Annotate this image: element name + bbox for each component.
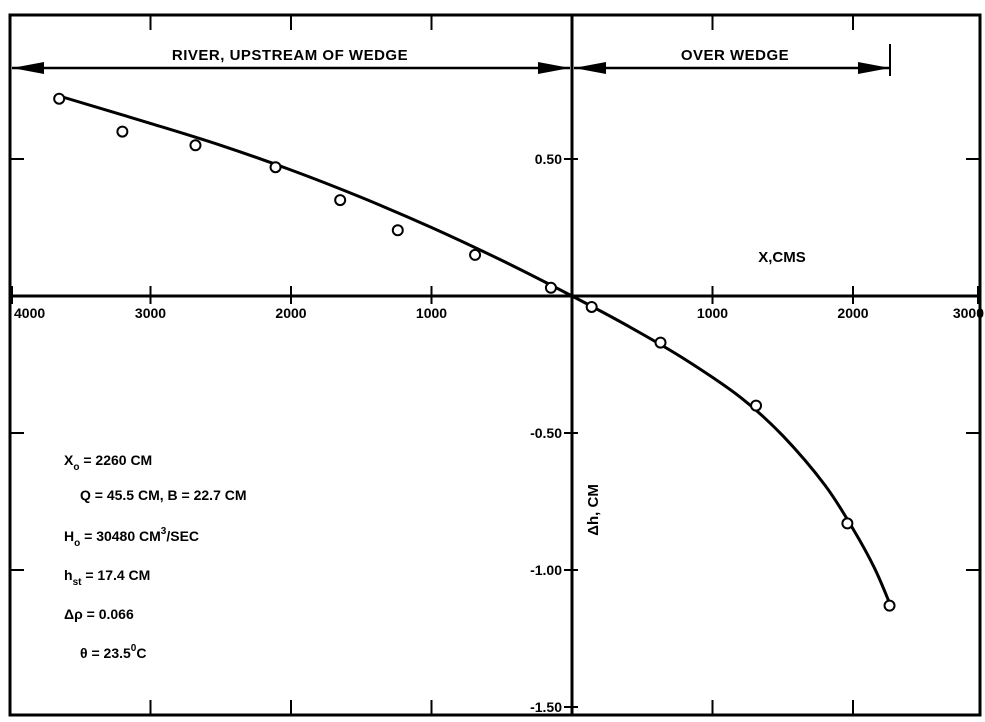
data-point-4 xyxy=(334,194,347,207)
data-point-1 xyxy=(116,125,129,138)
data-point-6 xyxy=(469,248,482,261)
x-tick-label-4: 1000 xyxy=(697,305,728,321)
param-1: Q = 45.5 CM, B = 22.7 CM xyxy=(80,487,247,503)
y-tick-label-1: -0.50 xyxy=(530,425,562,441)
param-0: Xo = 2260 CM xyxy=(64,452,152,473)
x-tick-label-0: 4000 xyxy=(14,305,45,321)
param-2: Ho = 30480 CM3/SEC xyxy=(64,526,199,549)
region-river-arrowhead-right xyxy=(538,62,570,74)
data-point-11 xyxy=(841,517,854,530)
x-axis-title: X,CMS xyxy=(758,249,806,266)
data-points xyxy=(53,92,896,612)
fit-curve xyxy=(58,94,891,604)
data-point-12 xyxy=(883,599,896,612)
param-4: Δρ = 0.066 xyxy=(64,606,134,622)
frame-ticks xyxy=(10,15,980,715)
y-tick-label-2: -1.00 xyxy=(530,562,562,578)
data-point-9 xyxy=(654,336,667,349)
data-point-3 xyxy=(269,161,282,174)
y-tick-label-3: -1.50 xyxy=(530,699,562,715)
y-axis-title: Δh, CM xyxy=(585,484,602,536)
data-point-10 xyxy=(750,399,763,412)
region-wedge-arrowhead-left xyxy=(574,62,606,74)
region-river-label: RIVER, UPSTREAM OF WEDGE xyxy=(172,47,408,64)
param-3: hst = 17.4 CM xyxy=(64,567,150,588)
parameter-list: Xo = 2260 CM Q = 45.5 CM, B = 22.7 CM Ho =… xyxy=(64,452,247,661)
x-tick-label-1: 3000 xyxy=(135,305,166,321)
data-point-8 xyxy=(585,300,598,313)
x-tick-label-5: 2000 xyxy=(837,305,868,321)
data-point-0 xyxy=(53,92,66,105)
data-point-5 xyxy=(391,224,404,237)
region-wedge-arrowhead-right xyxy=(858,62,890,74)
plot-frame xyxy=(8,13,982,717)
x-tick-label-3: 1000 xyxy=(416,305,447,321)
x-tick-label-6: 3000 xyxy=(953,305,984,321)
x-tick-label-2: 2000 xyxy=(275,305,306,321)
data-point-7 xyxy=(544,281,557,294)
region-wedge-label: OVER WEDGE xyxy=(681,47,789,64)
x-ticks: 4000 3000 2000 1000 1000 2000 3000 xyxy=(11,286,984,321)
region-river: RIVER, UPSTREAM OF WEDGE xyxy=(12,47,570,74)
region-river-arrowhead-left xyxy=(12,62,44,74)
param-5: θ = 23.50C xyxy=(80,643,146,661)
data-point-2 xyxy=(189,139,202,152)
y-ticks: 0.50 -0.50 -1.00 -1.50 xyxy=(530,151,578,715)
region-wedge: OVER WEDGE xyxy=(574,44,891,76)
y-tick-label-0: 0.50 xyxy=(535,151,562,167)
